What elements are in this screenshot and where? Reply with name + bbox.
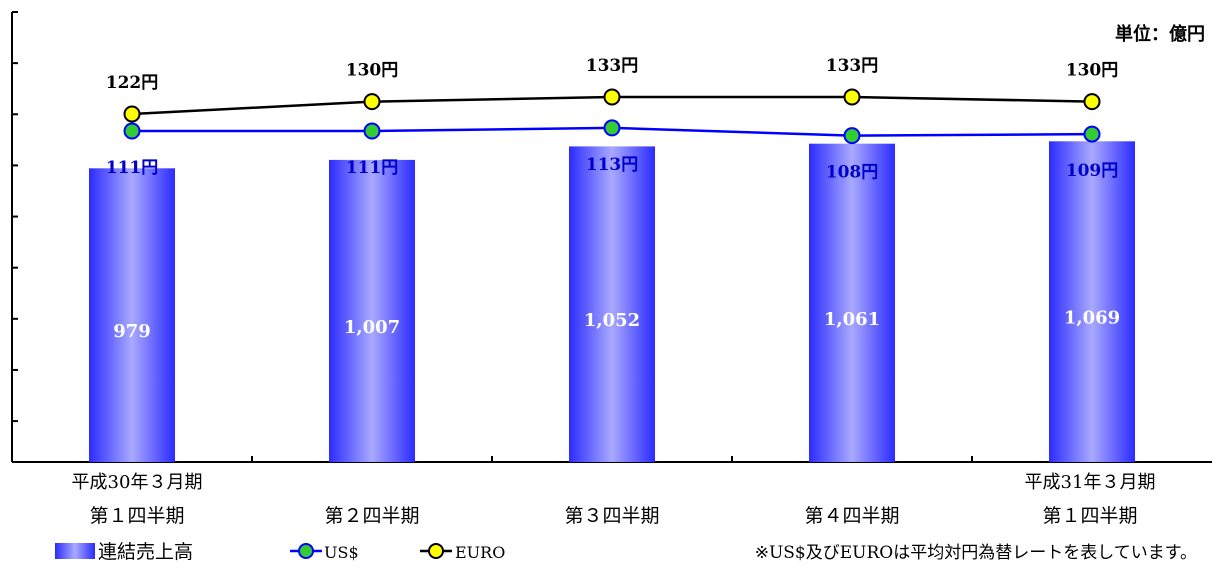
legend-label-bar: 連結売上高 [98, 541, 193, 563]
usd-data-label: 113円 [586, 155, 639, 175]
euro-data-label: 130円 [1066, 61, 1119, 81]
euro-point [123, 105, 141, 123]
legend: 連結売上高 US$ EURO ※US$及びEUROは平均対円為替レートを表してい… [55, 541, 1197, 563]
euro-point [843, 88, 861, 106]
euro-point [363, 93, 381, 111]
bar-series [89, 141, 1135, 463]
legend-label-euro: EURO [455, 543, 505, 562]
euro-data-label: 130円 [346, 61, 399, 81]
usd-point [123, 122, 141, 140]
legend-swatch-euro-marker [428, 543, 444, 559]
x-tick-label-quarter: 第１四半期 [89, 505, 184, 527]
bar-data-labels: 979 1,007 1,052 1,061 1,069 [113, 308, 1120, 343]
usd-data-label: 111円 [346, 158, 399, 178]
line-series [123, 88, 1101, 145]
legend-label-usd: US$ [324, 543, 359, 562]
bar [809, 143, 895, 462]
x-tick-label-quarter: 第２四半期 [324, 505, 419, 527]
usd-point [843, 127, 861, 145]
bar-data-label: 979 [113, 321, 151, 342]
x-tick-label-quarter: 第３四半期 [564, 505, 659, 527]
usd-data-label: 108円 [826, 163, 879, 183]
x-tick-label-period: 平成31年３月期 [1025, 472, 1156, 493]
x-tick-label-quarter: 第４四半期 [804, 505, 899, 527]
usd-point [363, 122, 381, 140]
bar-data-label: 1,069 [1064, 308, 1120, 329]
bar [329, 159, 415, 462]
euro-point [603, 88, 621, 106]
line-data-labels: 111円 111円 113円 108円 109円 122円 130円 133円 133円 130円 [106, 56, 1119, 183]
usd-point [603, 119, 621, 137]
bar-data-label: 1,007 [344, 317, 400, 338]
legend-swatch-usd-marker [298, 543, 314, 559]
euro-data-label: 122円 [106, 73, 159, 93]
bar [1049, 141, 1135, 463]
chart-note: ※US$及びEUROは平均対円為替レートを表しています。 [755, 543, 1197, 563]
bar [569, 146, 655, 462]
bar-data-label: 1,052 [584, 310, 640, 331]
euro-point [1083, 93, 1101, 111]
usd-point [1083, 125, 1101, 143]
x-tick-label-period: 平成30年３月期 [72, 472, 203, 493]
chart-unit-label: 単位：億円 [1115, 23, 1205, 45]
legend-swatch-bar [55, 543, 95, 559]
bar [89, 168, 175, 463]
usd-data-label: 109円 [1066, 161, 1119, 181]
bar-data-label: 1,061 [824, 309, 880, 330]
euro-data-label: 133円 [586, 56, 639, 76]
euro-data-label: 133円 [826, 56, 879, 76]
usd-data-label: 111円 [106, 158, 159, 178]
x-tick-label-quarter: 第１四半期 [1042, 505, 1137, 527]
